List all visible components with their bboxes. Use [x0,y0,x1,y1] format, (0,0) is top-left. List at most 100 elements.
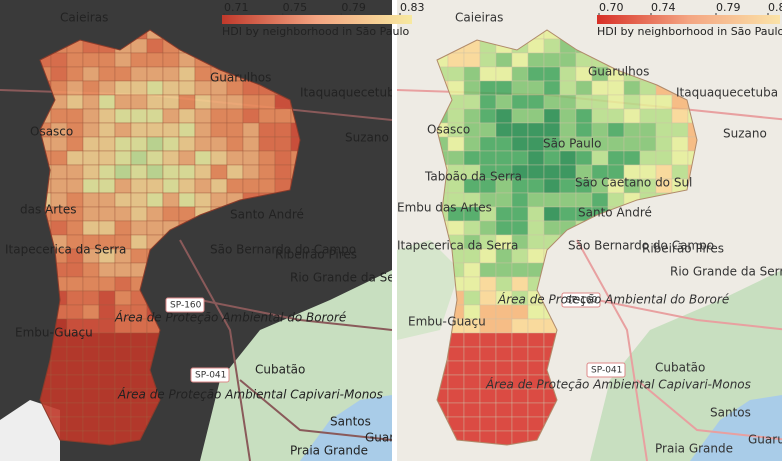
neighborhood [162,136,180,152]
neighborhood [527,304,545,320]
neighborhood [511,332,529,348]
neighborhood [543,52,561,68]
neighborhood [511,402,529,418]
neighborhood [82,276,100,292]
neighborhood [511,206,529,222]
road [636,379,782,441]
place-label: Taboão da Serra [424,170,522,184]
neighborhood [543,108,561,124]
neighborhood [559,178,577,194]
neighborhood [447,52,465,68]
road [239,379,392,441]
neighborhood [130,416,148,432]
neighborhood [527,136,545,152]
neighborhood [194,80,212,96]
neighborhood [210,150,228,166]
neighborhood [511,108,529,124]
place-label: Caieiras [455,11,503,25]
neighborhood [495,66,513,82]
neighborhood [210,136,228,152]
road-label: SP-160 [170,301,202,311]
neighborhood [591,150,609,166]
neighborhood [463,80,481,96]
place-label: Embu das Artes [397,201,492,215]
neighborhood [559,108,577,124]
neighborhood [194,164,212,180]
neighborhood [50,164,68,180]
neighborhood [82,360,100,376]
neighborhood [447,388,465,404]
neighborhood [511,416,529,432]
neighborhood [447,220,465,236]
neighborhood [50,388,68,404]
neighborhood [82,122,100,138]
green-area [397,240,460,340]
neighborhood [114,346,132,362]
place-label: Área de Proteção Ambiental Capivari-Mono… [485,377,751,392]
neighborhood [178,178,196,194]
neighborhood [82,304,100,320]
neighborhood [559,150,577,166]
place-label: Santos [330,415,371,429]
place-label: Guarujá [748,433,782,447]
place-label: Área de Proteção Ambiental Capivari-Mono… [117,387,383,402]
neighborhood [98,416,116,432]
neighborhood [66,136,84,152]
neighborhood [114,108,132,124]
neighborhood [479,402,497,418]
neighborhood [98,164,116,180]
neighborhood [98,374,116,390]
neighborhood [274,164,292,180]
neighborhood [162,122,180,138]
neighborhood [82,416,100,432]
neighborhood [194,94,212,110]
neighborhood [511,94,529,110]
legend-tick-label: 0.83 [400,1,425,14]
neighborhood [639,150,657,166]
neighborhood [66,276,84,292]
neighborhood [162,108,180,124]
neighborhood [130,346,148,362]
neighborhood [146,38,164,54]
neighborhood [495,304,513,320]
neighborhood [559,164,577,180]
neighborhood [623,94,641,110]
neighborhood [495,332,513,348]
place-label: Suzano [345,131,389,145]
place-label: Área de Proteção Ambiental do Bororé [497,292,729,307]
neighborhood [511,304,529,320]
neighborhood [543,164,561,180]
neighborhood [82,346,100,362]
neighborhood [463,388,481,404]
neighborhood [242,94,260,110]
legend-tick-label: 0.75 [283,1,308,14]
neighborhood [511,360,529,376]
place-label: São Bernardo do Campo [568,239,714,253]
neighborhood [591,80,609,96]
neighborhood [463,374,481,390]
neighborhood [511,136,529,152]
neighborhood [162,150,180,166]
neighborhood [655,94,673,110]
neighborhood [527,234,545,250]
neighborhood [447,108,465,124]
neighborhood [226,150,244,166]
neighborhood [50,220,68,236]
neighborhood [114,150,132,166]
neighborhood [527,192,545,208]
divider [392,0,397,461]
place-label: Área de Proteção Ambiental do Bororé [114,310,346,325]
neighborhood [479,108,497,124]
neighborhood [527,80,545,96]
land [0,400,60,461]
neighborhood [274,108,292,124]
neighborhood [98,108,116,124]
neighborhood [242,122,260,138]
neighborhood [527,346,545,362]
neighborhood [607,136,625,152]
neighborhood [98,388,116,404]
neighborhood [543,192,561,208]
neighborhood [82,66,100,82]
neighborhood [194,108,212,124]
neighborhood [162,66,180,82]
